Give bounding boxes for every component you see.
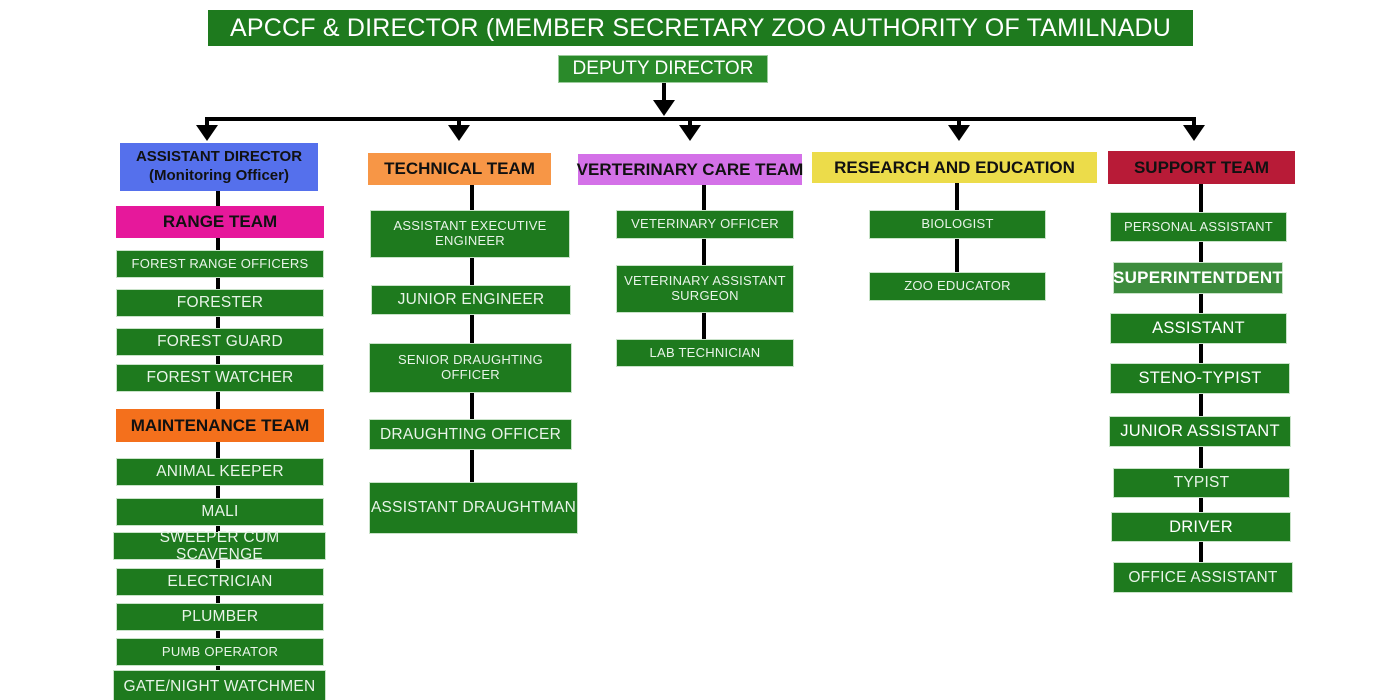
node-gate-night-watchmen[interactable]: GATE/NIGHT WATCHMEN [113, 670, 326, 700]
node-plumber[interactable]: PLUMBER [116, 603, 324, 631]
node-electrician[interactable]: ELECTRICIAN [116, 568, 324, 596]
connector-drop-col4 [957, 117, 961, 131]
node-zoo-educator[interactable]: ZOO EDUCATOR [869, 272, 1046, 301]
arrow-to-support-team [1183, 125, 1205, 141]
connector-drop-col2 [457, 117, 461, 131]
node-superintentdent[interactable]: SUPERINTENTDENT [1113, 262, 1283, 294]
node-animal-keeper[interactable]: ANIMAL KEEPER [116, 458, 324, 486]
node-office-assistant[interactable]: OFFICE ASSISTANT [1113, 562, 1293, 593]
header-research-and-education[interactable]: RESEARCH AND EDUCATION [812, 152, 1097, 183]
node-sweeper-cum-scavenge[interactable]: SWEEPER CUM SCAVENGE [113, 529, 326, 563]
node-forest-range-officers[interactable]: FOREST RANGE OFFICERS [116, 250, 324, 278]
header-assistant-director-line2: (Monitoring Officer) [149, 167, 289, 184]
node-assistant[interactable]: ASSISTANT [1110, 313, 1287, 344]
node-senior-draughting-officer[interactable]: SENIOR DRAUGHTING OFFICER [369, 343, 572, 393]
node-draughting-officer[interactable]: DRAUGHTING OFFICER [369, 419, 572, 450]
node-veterinary-assistant-surgeon[interactable]: VETERINARY ASSISTANT SURGEON [616, 265, 794, 313]
node-lab-technician[interactable]: LAB TECHNICIAN [616, 339, 794, 367]
node-personal-assistant[interactable]: PERSONAL ASSISTANT [1110, 212, 1287, 242]
node-forest-watcher[interactable]: FOREST WATCHER [116, 364, 324, 392]
node-biologist[interactable]: BIOLOGIST [869, 210, 1046, 239]
node-veterinary-officer[interactable]: VETERINARY OFFICER [616, 210, 794, 239]
connector-drop-col5 [1192, 117, 1196, 131]
node-maintenance-team[interactable]: MAINTENANCE TEAM [116, 409, 324, 442]
arrow-to-research-and-education [948, 125, 970, 141]
connector-deputy-stem [662, 83, 666, 109]
node-driver[interactable]: DRIVER [1111, 512, 1291, 542]
node-forester[interactable]: FORESTER [116, 289, 324, 317]
header-assistant-director-line1: ASSISTANT DIRECTOR [135, 148, 303, 166]
node-mali[interactable]: MALI [116, 498, 324, 526]
node-pumb-operator[interactable]: PUMB OPERATOR [116, 638, 324, 666]
header-technical-team[interactable]: TECHNICAL TEAM [368, 153, 551, 185]
node-typist[interactable]: TYPIST [1113, 468, 1290, 498]
header-veterinary-care-team[interactable]: VERTERINARY CARE TEAM [577, 154, 803, 185]
connector-spine-col2 [470, 180, 474, 500]
arrow-to-assistant-director [196, 125, 218, 141]
node-deputy-director: DEPUTY DIRECTOR [558, 55, 768, 83]
arrow-to-technical-team [448, 125, 470, 141]
node-assistant-draughtman[interactable]: ASSISTANT DRAUGHTMAN [369, 482, 578, 534]
node-range-team[interactable]: RANGE TEAM [116, 206, 324, 238]
connector-bus [205, 117, 1195, 121]
node-junior-engineer[interactable]: JUNIOR ENGINEER [371, 285, 571, 315]
node-junior-assistant[interactable]: JUNIOR ASSISTANT [1109, 416, 1291, 447]
arrow-to-veterinary-care-team [679, 125, 701, 141]
node-assistant-executive-engineer[interactable]: ASSISTANT EXECUTIVE ENGINEER [370, 210, 570, 258]
header-support-team[interactable]: SUPPORT TEAM [1108, 151, 1295, 184]
header-assistant-director[interactable]: ASSISTANT DIRECTOR (Monitoring Officer) [120, 143, 318, 191]
node-steno-typist[interactable]: STENO-TYPIST [1110, 363, 1290, 394]
arrow-deputy-to-bus [653, 100, 675, 116]
chart-title: APCCF & DIRECTOR (MEMBER SECRETARY ZOO A… [208, 10, 1193, 46]
connector-drop-col3 [688, 117, 692, 131]
connector-drop-col1 [205, 117, 209, 131]
node-forest-guard[interactable]: FOREST GUARD [116, 328, 324, 356]
